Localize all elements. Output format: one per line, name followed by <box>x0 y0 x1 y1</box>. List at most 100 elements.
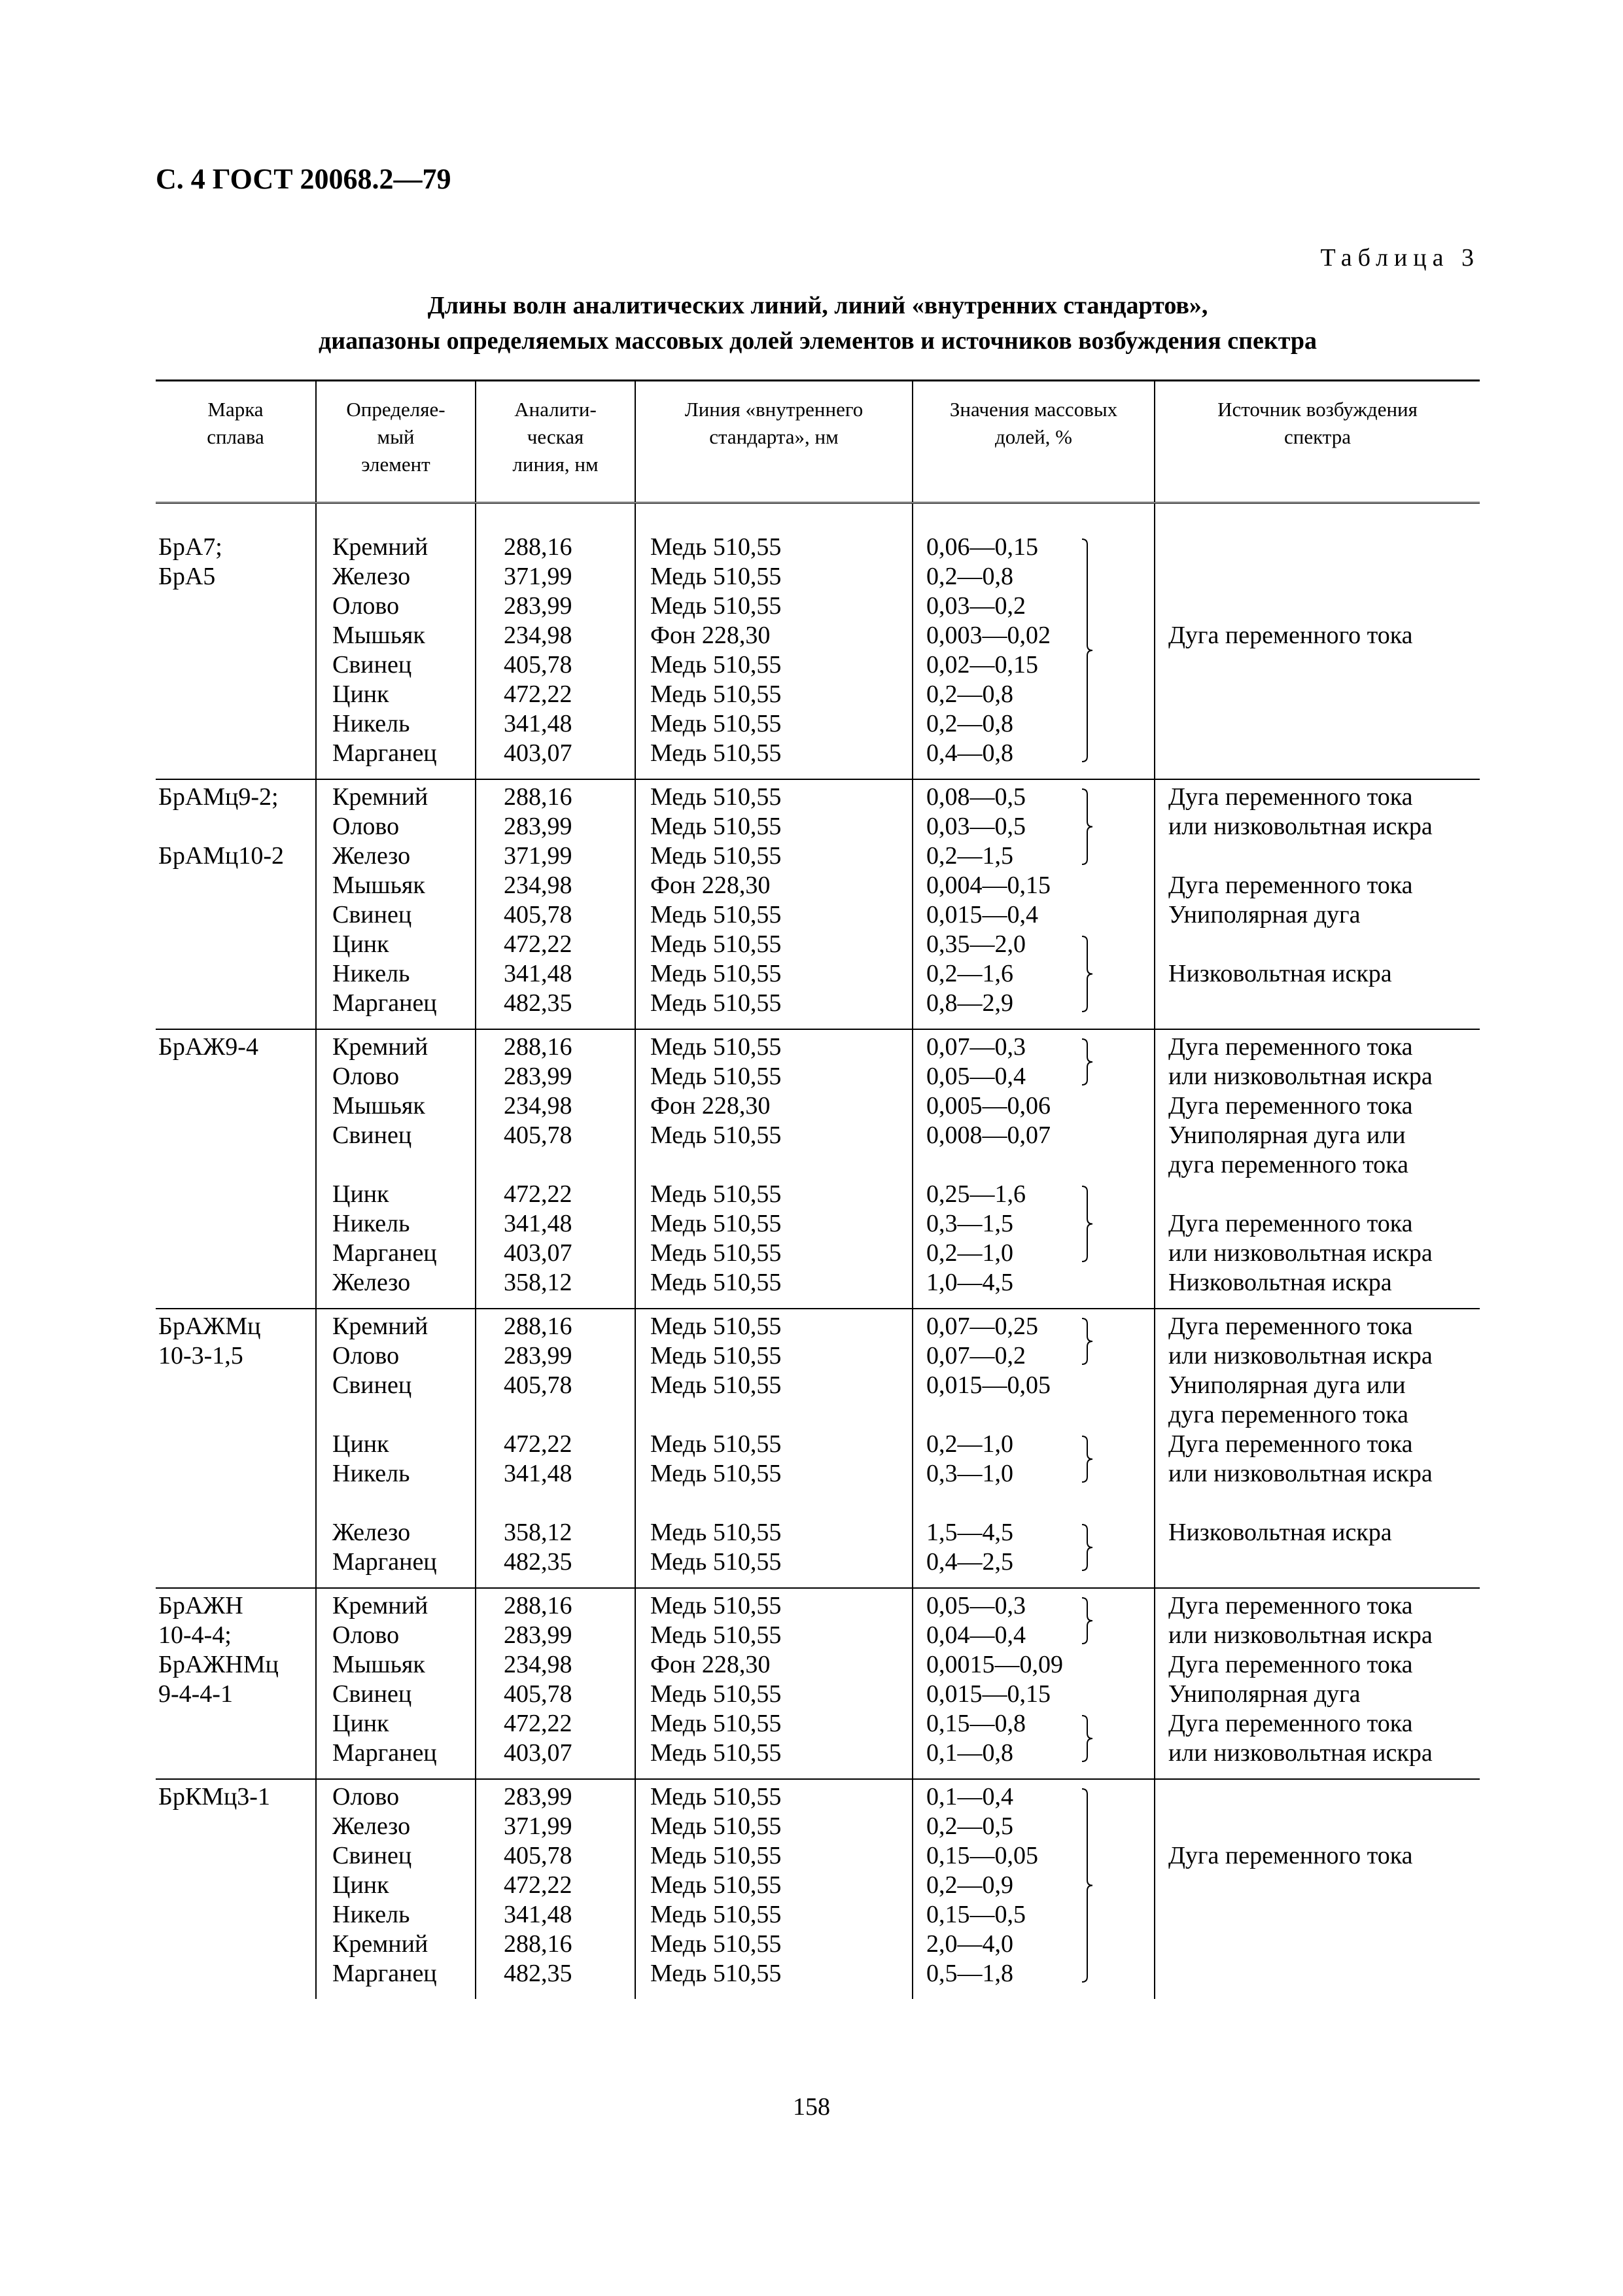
analytical-line-cell: 472,22 <box>504 1430 572 1458</box>
mass-fraction-cell: 2,0—4,0 <box>926 1930 1013 1958</box>
element-cell: Кремний <box>332 1930 428 1958</box>
element-cell: Олово <box>332 1621 400 1649</box>
internal-standard-cell: Медь 510,55 <box>650 1812 782 1840</box>
table-body: БрА7; БрА5 Кремний 288,16 Медь 510,55 0,06—0,… <box>156 530 1480 1999</box>
mass-fraction-cell: 0,005—0,06 <box>926 1092 1051 1120</box>
mass-fraction-cell: 0,07—0,2 <box>926 1342 1026 1369</box>
mass-fraction-cell: 0,35—2,0 <box>926 930 1026 958</box>
excitation-source-cell: или низковольтная искра <box>1168 1239 1433 1267</box>
analytical-line-cell: 288,16 <box>504 533 572 561</box>
element-cell: Свинец <box>332 1842 412 1869</box>
alloy-grade: 9-4-4-1 <box>158 1680 233 1708</box>
mass-fraction-cell: 0,04—0,4 <box>926 1621 1026 1649</box>
element-cell: Никель <box>332 710 410 737</box>
header-spacer <box>156 504 1480 530</box>
internal-standard-cell: Медь 510,55 <box>650 1592 782 1619</box>
element-cell: Железо <box>332 1812 411 1840</box>
excitation-source-cell: Дуга переменного тока <box>1168 1313 1413 1340</box>
analytical-line-cell: 405,78 <box>504 1122 572 1149</box>
internal-standard-cell: Медь 510,55 <box>650 1371 782 1399</box>
analytical-line-cell: 405,78 <box>504 1371 572 1399</box>
analytical-line-cell: 341,48 <box>504 1210 572 1237</box>
mass-fraction-cell: 0,8—2,9 <box>926 989 1013 1017</box>
brace-icon <box>1081 1597 1093 1644</box>
internal-standard-cell: Медь 510,55 <box>650 813 782 840</box>
internal-standard-cell: Медь 510,55 <box>650 563 782 590</box>
mass-fraction-cell: 0,1—0,4 <box>926 1783 1013 1810</box>
excitation-source-cell: или низковольтная искра <box>1168 1621 1433 1649</box>
analytical-line-cell: 472,22 <box>504 1180 572 1208</box>
excitation-source-cell: Дуга переменного тока <box>1168 1710 1413 1737</box>
element-cell: Марганец <box>332 1548 437 1576</box>
mass-fraction-cell: 0,07—0,3 <box>926 1033 1026 1061</box>
analytical-line-cell: 288,16 <box>504 1592 572 1619</box>
brace-icon <box>1081 788 1093 865</box>
element-cell: Кремний <box>332 1592 428 1619</box>
internal-standard-cell: Медь 510,55 <box>650 842 782 870</box>
internal-standard-cell: Медь 510,55 <box>650 1180 782 1208</box>
analytical-line-cell: 482,35 <box>504 1960 572 1987</box>
internal-standard-cell: Медь 510,55 <box>650 1842 782 1869</box>
mass-fraction-cell: 0,03—0,5 <box>926 813 1026 840</box>
internal-standard-cell: Фон 228,30 <box>650 1651 771 1678</box>
element-cell: Цинк <box>332 1710 389 1737</box>
mass-fraction-cell: 0,1—0,8 <box>926 1739 1013 1767</box>
element-cell: Никель <box>332 1210 410 1237</box>
excitation-source-cell: Низковольтная искра <box>1168 1269 1392 1296</box>
analytical-line-cell: 403,07 <box>504 739 572 767</box>
excitation-source-cell: Дуга переменного тока <box>1168 1651 1413 1678</box>
internal-standard-cell: Медь 510,55 <box>650 1871 782 1899</box>
element-cell: Кремний <box>332 1033 428 1061</box>
analytical-line-cell: 472,22 <box>504 1710 572 1737</box>
mass-fraction-cell: 0,2—0,8 <box>926 710 1013 737</box>
internal-standard-cell: Медь 510,55 <box>650 1033 782 1061</box>
element-cell: Железо <box>332 1519 411 1546</box>
excitation-source-cell: или низковольтная искра <box>1168 1460 1433 1487</box>
mass-fraction-cell: 1,5—4,5 <box>926 1519 1013 1546</box>
element-cell: Марганец <box>332 1960 437 1987</box>
excitation-source-cell: или низковольтная искра <box>1168 1739 1433 1767</box>
element-cell: Железо <box>332 563 411 590</box>
alloy-group: БрКМц3-1 Олово 283,99 Медь 510,55 0,1—0,4 Жел… <box>156 1780 1480 1999</box>
element-cell: Мышьяк <box>332 872 425 899</box>
internal-standard-cell: Медь 510,55 <box>650 1710 782 1737</box>
mass-fraction-cell: 0,02—0,15 <box>926 651 1038 679</box>
excitation-source-cell: Дуга переменного тока <box>1168 872 1413 899</box>
internal-standard-cell: Медь 510,55 <box>650 989 782 1017</box>
element-cell: Свинец <box>332 1122 412 1149</box>
excitation-source-cell: Униполярная дуга <box>1168 901 1361 928</box>
internal-standard-cell: Медь 510,55 <box>650 1930 782 1958</box>
mass-fraction-cell: 0,003—0,02 <box>926 622 1051 649</box>
mass-fraction-cell: 0,2—0,8 <box>926 563 1013 590</box>
analytical-line-cell: 482,35 <box>504 989 572 1017</box>
analytical-line-cell: 405,78 <box>504 1842 572 1869</box>
mass-fraction-cell: 0,25—1,6 <box>926 1180 1026 1208</box>
brace-icon <box>1081 1186 1093 1262</box>
alloy-grade: БрА7; <box>158 533 222 561</box>
internal-standard-cell: Медь 510,55 <box>650 1548 782 1576</box>
analytical-line-cell: 472,22 <box>504 680 572 708</box>
element-cell: Кремний <box>332 1313 428 1340</box>
analytical-line-cell: 472,22 <box>504 1871 572 1899</box>
mass-fraction-cell: 0,015—0,05 <box>926 1371 1051 1399</box>
mass-fraction-cell: 0,2—1,6 <box>926 960 1013 987</box>
mass-fraction-cell: 0,2—0,8 <box>926 680 1013 708</box>
internal-standard-cell: Медь 510,55 <box>650 1739 782 1767</box>
alloy-group: БрАЖ9-4 Кремний 288,16 Медь 510,55 0,07—0,3 О… <box>156 1030 1480 1309</box>
element-cell: Цинк <box>332 1180 389 1208</box>
internal-standard-cell: Медь 510,55 <box>650 783 782 811</box>
element-cell: Кремний <box>332 783 428 811</box>
mass-fraction-cell: 0,015—0,4 <box>926 901 1038 928</box>
internal-standard-cell: Медь 510,55 <box>650 1783 782 1810</box>
element-cell: Кремний <box>332 533 428 561</box>
analytical-line-cell: 482,35 <box>504 1548 572 1576</box>
mass-fraction-cell: 0,015—0,15 <box>926 1680 1051 1708</box>
analytical-line-cell: 341,48 <box>504 1460 572 1487</box>
excitation-source-cell: Дуга переменного тока <box>1168 783 1413 811</box>
internal-standard-cell: Фон 228,30 <box>650 622 771 649</box>
internal-standard-cell: Медь 510,55 <box>650 1210 782 1237</box>
element-cell: Марганец <box>332 739 437 767</box>
analytical-line-cell: 371,99 <box>504 563 572 590</box>
mass-fraction-cell: 0,08—0,5 <box>926 783 1026 811</box>
internal-standard-cell: Медь 510,55 <box>650 1063 782 1090</box>
